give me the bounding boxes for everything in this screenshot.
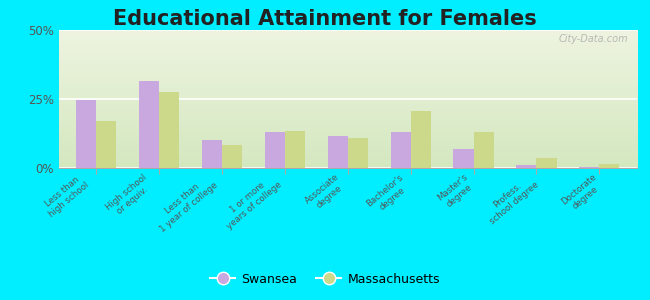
Bar — [391, 132, 411, 168]
Text: Educational Attainment for Females: Educational Attainment for Females — [113, 9, 537, 29]
Bar — [285, 131, 305, 168]
Bar — [536, 158, 556, 168]
Bar — [454, 149, 473, 168]
Bar — [159, 92, 179, 168]
Bar — [265, 132, 285, 168]
Bar — [516, 165, 536, 168]
Bar — [96, 121, 116, 168]
Text: High school
or equiv.: High school or equiv. — [104, 172, 155, 220]
Text: Less than
1 year of college: Less than 1 year of college — [151, 172, 219, 234]
Text: Master's
degree: Master's degree — [436, 172, 476, 211]
Bar — [473, 132, 493, 168]
Text: 1 or more
years of college: 1 or more years of college — [218, 172, 283, 232]
Bar — [599, 164, 619, 168]
Legend: Swansea, Massachusetts: Swansea, Massachusetts — [205, 268, 445, 291]
Bar — [328, 136, 348, 168]
Text: Bachelor's
degree: Bachelor's degree — [365, 172, 412, 216]
Text: Associate
degree: Associate degree — [304, 172, 348, 214]
Text: Doctorate
degree: Doctorate degree — [560, 172, 605, 215]
Text: Less than
high school: Less than high school — [40, 172, 90, 219]
Text: City-Data.com: City-Data.com — [559, 34, 629, 44]
Bar — [76, 100, 96, 168]
Bar — [411, 111, 431, 168]
Bar — [202, 140, 222, 168]
Bar — [139, 81, 159, 168]
Bar — [222, 145, 242, 168]
Text: Profess.
school degree: Profess. school degree — [482, 172, 541, 226]
Bar — [579, 167, 599, 168]
Bar — [348, 138, 368, 168]
